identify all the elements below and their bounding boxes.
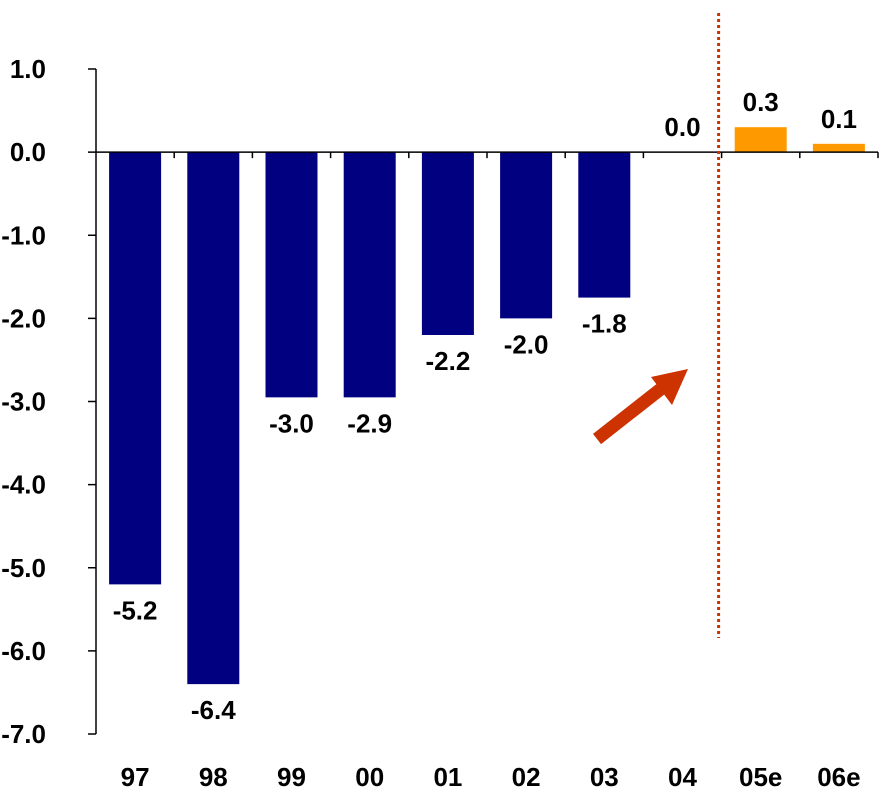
- data-label-99: -3.0: [269, 408, 314, 438]
- data-label-01: -2.2: [425, 346, 470, 376]
- x-tick-label: 98: [199, 762, 228, 791]
- data-label-98: -6.4: [191, 695, 236, 725]
- data-label-05e: 0.3: [743, 87, 779, 117]
- bar-01: [421, 152, 474, 335]
- bar-data-labels: -5.2 -6.4 -3.0 -2.9 -2.2 -2.0 -1.8 0.0 0.3 0.1: [113, 87, 857, 725]
- y-tick-label: 1.0: [10, 54, 46, 84]
- data-label-00: -2.9: [347, 408, 392, 438]
- bar-05e: [734, 127, 787, 153]
- bar-99: [265, 152, 318, 398]
- trend-arrow-shaft: [592, 382, 667, 445]
- y-axis-ticks: 1.0 0.0 -1.0 -2.0 -3.0 -4.0 -5.0 -6.0 -7.0: [1, 54, 879, 749]
- x-tick-label: 02: [512, 762, 541, 791]
- x-tick-label: 00: [355, 762, 384, 791]
- data-label-03: -1.8: [582, 309, 627, 339]
- bar-03: [578, 152, 631, 298]
- x-tick-label: 05e: [739, 762, 782, 791]
- x-tick-label: 03: [590, 762, 619, 791]
- data-label-04: 0.0: [664, 112, 700, 142]
- y-tick-label: -1.0: [1, 220, 46, 250]
- bar-06e: [812, 143, 865, 153]
- bars: [109, 127, 865, 685]
- bar-97: [109, 152, 162, 585]
- x-tick-label: 06e: [817, 762, 860, 791]
- y-tick-label: -3.0: [1, 387, 46, 417]
- bar-98: [187, 152, 240, 685]
- x-tick-label: 99: [277, 762, 306, 791]
- x-tick-label: 97: [121, 762, 150, 791]
- y-tick-label: -4.0: [1, 470, 46, 500]
- data-label-02: -2.0: [504, 329, 549, 359]
- y-tick-label: -6.0: [1, 636, 46, 666]
- data-label-06e: 0.1: [821, 104, 857, 134]
- trend-arrow-icon: [592, 369, 688, 445]
- bar-02: [500, 152, 553, 319]
- x-tick-label: 01: [433, 762, 462, 791]
- bar-00: [343, 152, 396, 398]
- y-tick-label: -7.0: [1, 719, 46, 749]
- x-tick-label: 04: [668, 762, 697, 791]
- trend-arrow-head: [651, 369, 688, 405]
- y-tick-label: -5.0: [1, 553, 46, 583]
- data-label-97: -5.2: [113, 595, 158, 625]
- x-axis-ticks: 97 98 99 00 01 02 03 04 05e 06e: [121, 762, 861, 791]
- y-tick-label: -2.0: [1, 303, 46, 333]
- y-tick-label: 0.0: [10, 137, 46, 167]
